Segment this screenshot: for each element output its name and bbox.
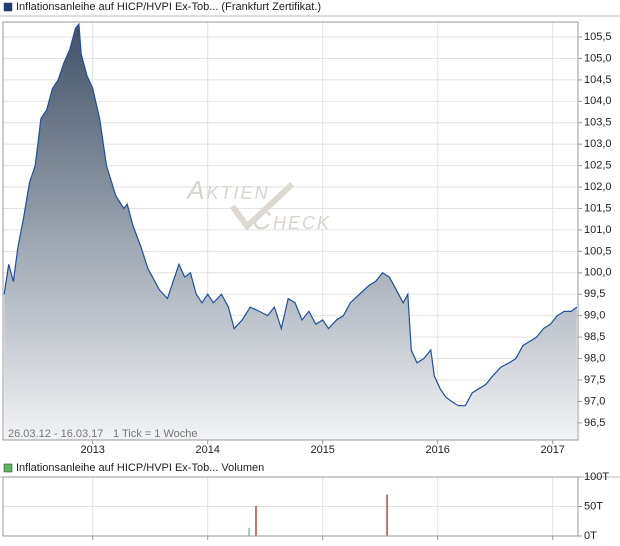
y-tick-label: 96,5 (584, 417, 605, 429)
y-tick-label: 102,5 (584, 160, 612, 172)
y-tick-label: 100,5 (584, 245, 612, 257)
y-tick-label: 100T (584, 471, 609, 483)
y-tick-label: 102,0 (584, 181, 612, 193)
chart-title: Inflationsanleihe auf HICP/HVPI Ex-Tob..… (16, 1, 321, 13)
y-tick-label: 97,0 (584, 395, 605, 407)
plot-frame (2, 21, 579, 441)
watermark-check (229, 182, 295, 231)
y-tick-label: 50T (584, 500, 603, 512)
price-area (4, 24, 577, 441)
volume-bar (248, 527, 250, 536)
y-tick-label: 103,0 (584, 138, 612, 150)
x-tick-label: 2015 (310, 444, 334, 456)
x-tick-label: 2016 (425, 444, 449, 456)
y-tick-label: 104,0 (584, 95, 612, 107)
x-tick-label: 2017 (540, 444, 564, 456)
y-tick-label: 103,5 (584, 117, 612, 129)
y-tick-label: 100,0 (584, 267, 612, 279)
y-tick-label: 101,5 (584, 202, 612, 214)
y-tick-label: 105,5 (584, 31, 612, 43)
volume-bar (255, 505, 257, 536)
x-tick-label: 2013 (80, 444, 104, 456)
watermark: Aktien (185, 175, 269, 205)
chart-title: Inflationsanleihe auf HICP/HVPI Ex-Tob..… (16, 462, 264, 474)
y-tick-label: 105,0 (584, 52, 612, 64)
y-tick-label: 104,5 (584, 74, 612, 86)
y-tick-label: 99,5 (584, 288, 605, 300)
y-tick-label: 101,0 (584, 224, 612, 236)
price-line (3, 22, 578, 407)
legend-swatch (3, 463, 13, 473)
x-tick-label: 2014 (195, 444, 219, 456)
y-tick-label: 0T (584, 530, 597, 542)
y-tick-label: 97,5 (584, 374, 605, 386)
y-tick-label: 98,5 (584, 331, 605, 343)
volume-bar (386, 494, 388, 536)
y-tick-label: 98,0 (584, 352, 605, 364)
legend-swatch (3, 2, 13, 12)
tick-note: 1 Tick = 1 Woche (113, 428, 197, 440)
date-range: 26.03.12 - 16.03.17 (8, 428, 103, 440)
y-tick-label: 99,0 (584, 310, 605, 322)
